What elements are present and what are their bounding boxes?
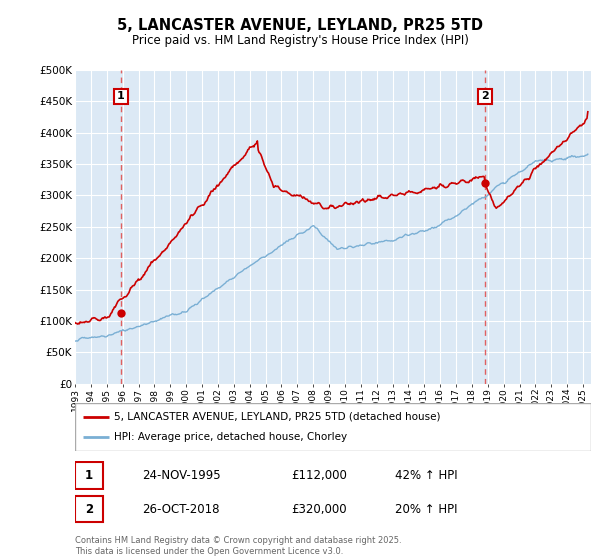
Text: HPI: Average price, detached house, Chorley: HPI: Average price, detached house, Chor… — [114, 432, 347, 442]
Text: 1: 1 — [85, 469, 93, 482]
Text: 20% ↑ HPI: 20% ↑ HPI — [395, 502, 457, 516]
Text: £320,000: £320,000 — [292, 502, 347, 516]
Bar — [75, 463, 103, 488]
Text: 5, LANCASTER AVENUE, LEYLAND, PR25 5TD (detached house): 5, LANCASTER AVENUE, LEYLAND, PR25 5TD (… — [114, 412, 440, 422]
Text: Price paid vs. HM Land Registry's House Price Index (HPI): Price paid vs. HM Land Registry's House … — [131, 34, 469, 47]
Text: Contains HM Land Registry data © Crown copyright and database right 2025.
This d: Contains HM Land Registry data © Crown c… — [75, 536, 401, 556]
Text: £112,000: £112,000 — [292, 469, 347, 482]
Text: 1: 1 — [117, 91, 125, 101]
Text: 24-NOV-1995: 24-NOV-1995 — [142, 469, 221, 482]
Text: 2: 2 — [85, 502, 93, 516]
Text: 42% ↑ HPI: 42% ↑ HPI — [395, 469, 458, 482]
Text: 26-OCT-2018: 26-OCT-2018 — [142, 502, 220, 516]
Text: 5, LANCASTER AVENUE, LEYLAND, PR25 5TD: 5, LANCASTER AVENUE, LEYLAND, PR25 5TD — [117, 18, 483, 32]
Bar — [75, 496, 103, 522]
Text: 2: 2 — [481, 91, 489, 101]
